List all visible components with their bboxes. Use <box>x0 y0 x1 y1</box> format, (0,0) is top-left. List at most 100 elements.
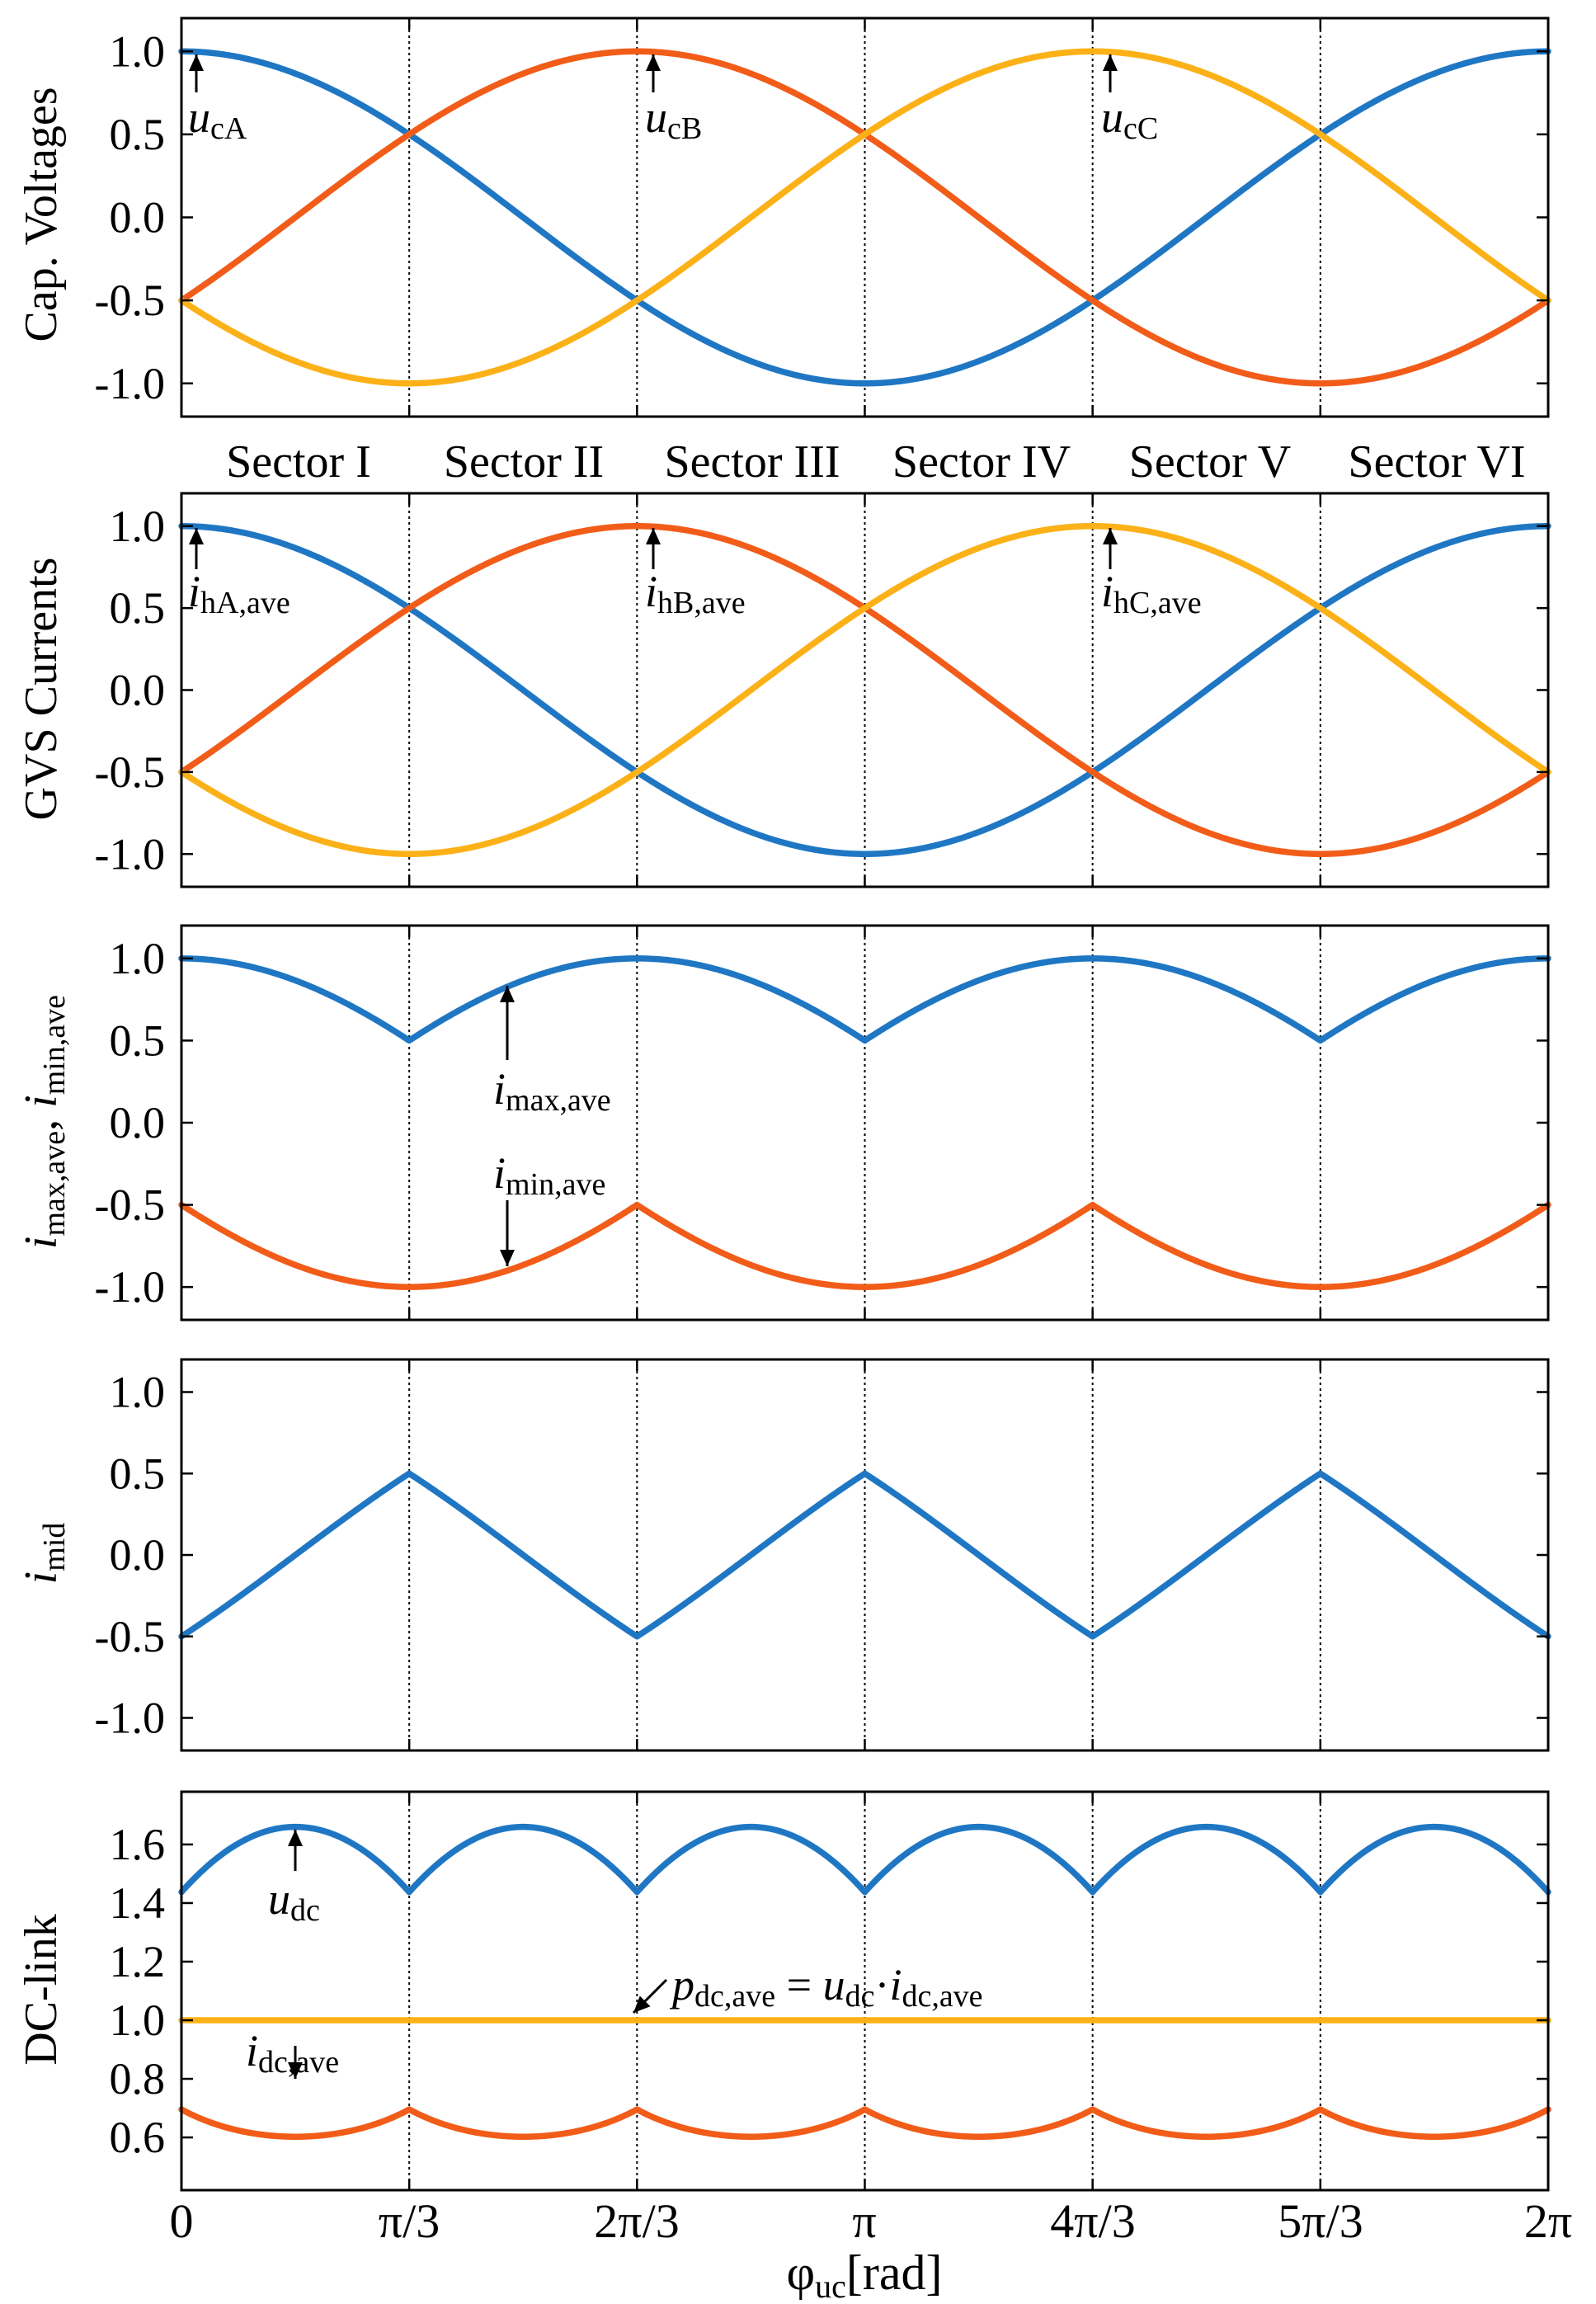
annotation-arrowhead <box>1103 54 1118 71</box>
annotation-arrowhead <box>500 986 515 1002</box>
y-tick-label: 0.5 <box>110 1015 166 1065</box>
series-line-imid <box>178 1470 1551 1640</box>
annotation-arrowhead <box>189 54 204 71</box>
max-min-panel: imax,ave, imin,ave imax,ave imin,ave <box>16 995 611 1249</box>
annotation-ucC: ucC <box>1101 92 1158 146</box>
y-tick-label: 1.0 <box>110 1368 166 1417</box>
y-tick-label: 1.4 <box>110 1878 166 1928</box>
x-tick-label: 5π/3 <box>1278 2194 1363 2248</box>
annotation-ihA: ihA,ave <box>188 567 290 620</box>
annotation-arrowhead <box>646 528 661 544</box>
cap-voltages-panel: Cap. Voltages ucA ucB ucC <box>16 87 1158 342</box>
y-tick-label: 1.2 <box>110 1937 166 1986</box>
y-tick-label: 0.6 <box>110 2113 166 2162</box>
annotation-main: u <box>268 1874 290 1924</box>
y-tick-label: 0.5 <box>110 583 166 633</box>
annotation-arrowhead <box>288 2062 303 2079</box>
y-tick-label: 1.0 <box>110 1995 166 2045</box>
annotation-main: i <box>645 567 657 616</box>
sector-label: Sector III <box>664 436 840 488</box>
annotation-sub: hC,ave <box>1113 586 1202 620</box>
y-axis-label: Cap. Voltages <box>16 87 67 342</box>
annotation-arrowhead <box>500 1250 515 1266</box>
y-tick-label: -0.5 <box>95 1612 165 1661</box>
series-line-udc <box>178 1823 1551 1896</box>
annotation-ihC: ihC,ave <box>1101 567 1202 620</box>
series-line-ucC <box>178 48 1551 387</box>
series-line-idcave <box>178 2106 1551 2140</box>
annotation-main: i <box>1101 567 1113 616</box>
sector-label: Sector IV <box>892 436 1071 488</box>
x-axis-label: φuc[rad] <box>787 2245 943 2304</box>
annotation-arrowhead <box>1103 528 1118 544</box>
y-axis-label: GVS Currents <box>16 558 67 821</box>
y-axis-label: DC-link <box>16 1914 67 2066</box>
annotation-main: i <box>493 1148 506 1198</box>
y-tick-label: 1.6 <box>110 1820 166 1869</box>
annotation-ihB: ihB,ave <box>645 567 746 620</box>
annotation-main: i <box>188 567 200 616</box>
x-tick-label: 2π <box>1524 2194 1572 2248</box>
x-tick-label: 2π/3 <box>594 2194 679 2248</box>
y-tick-label: 0.5 <box>110 110 166 159</box>
annotation-ucB: ucB <box>645 92 702 146</box>
y-tick-label: 0.0 <box>110 1530 166 1580</box>
sector-label: Sector VI <box>1348 436 1525 488</box>
annotation-sub: hA,ave <box>200 586 290 620</box>
series-line-imaxave <box>178 955 1551 1044</box>
mid-panel: imid <box>16 1523 72 1585</box>
y-tick-label: -0.5 <box>95 747 165 797</box>
y-tick-label: -1.0 <box>95 829 165 879</box>
annotation-sub: cC <box>1123 111 1158 146</box>
x-tick-label: π <box>852 2194 876 2248</box>
annotation-arrowhead <box>633 1995 651 2013</box>
sector-label: Sector II <box>444 436 604 488</box>
annotation-main: i <box>246 2026 258 2075</box>
annotation-sub: max,ave <box>506 1083 611 1118</box>
y-tick-label: -0.5 <box>95 1180 165 1230</box>
annotation-ucA: ucA <box>188 92 247 146</box>
y-tick-label: -0.5 <box>95 276 165 325</box>
annotation-imin: imin,ave <box>493 1148 605 1202</box>
annotation-udc: udc <box>268 1874 320 1928</box>
y-tick-label: 0.0 <box>110 1098 166 1147</box>
annotation-arrowhead <box>646 54 661 71</box>
x-tick-label: π/3 <box>379 2194 440 2248</box>
annotation-main: u <box>1101 92 1123 142</box>
annotation-sub: hB,ave <box>657 586 746 620</box>
y-tick-label: 1.0 <box>110 934 166 983</box>
y-tick-label: 0.0 <box>110 193 166 243</box>
annotation-sub: min,ave <box>506 1167 605 1202</box>
annotation-imax: imax,ave <box>493 1064 611 1118</box>
y-tick-label: 1.0 <box>110 502 166 551</box>
annotation-sub: cB <box>667 111 702 146</box>
annotation-arrowhead <box>288 1830 303 1846</box>
annotation-sub: cA <box>210 111 247 146</box>
annotation-main: u <box>645 92 667 142</box>
annotation-main: i <box>493 1064 506 1114</box>
y-tick-label: -1.0 <box>95 1694 165 1743</box>
plot-marks: 1.0 0.5 0.0 -0.5 -1.0 1.0 0.5 0.0 -0.5 -1.0 1.0 0.5… <box>95 16 1551 2192</box>
y-axis-label: imid <box>16 1523 72 1585</box>
dc-link-panel: DC-link udc idc,ave pdc,ave = udc·idc,av… <box>16 1874 983 2080</box>
y-tick-label: 0.5 <box>110 1449 166 1498</box>
series-line-ihCave <box>178 523 1551 857</box>
x-tick-label: 4π/3 <box>1050 2194 1135 2248</box>
y-tick-label: 0.8 <box>110 2054 166 2104</box>
gvs-currents-panel: GVS Currents ihA,ave ihB,ave ihC,ave <box>16 558 1202 821</box>
x-axis: 0 π/3 2π/3 π 4π/3 5π/3 2π φuc[rad] <box>170 2194 1573 2304</box>
y-tick-label: -1.0 <box>95 1262 165 1312</box>
y-axis-label: imax,ave, imin,ave <box>16 995 72 1249</box>
sector-labels: Sector I Sector II Sector III Sector IV … <box>226 436 1525 488</box>
series-line-iminave <box>178 1201 1551 1290</box>
y-tick-label: 1.0 <box>110 26 166 76</box>
sector-label: Sector I <box>226 436 371 488</box>
x-tick-label: 0 <box>170 2194 194 2248</box>
y-tick-label: -1.0 <box>95 359 165 408</box>
annotation-arrowhead <box>189 528 204 544</box>
annotation-pdc-equation: pdc,ave = udc·idc,ave <box>669 1960 983 2014</box>
y-tick-label: 0.0 <box>110 666 166 715</box>
sector-label: Sector V <box>1129 436 1292 488</box>
annotation-sub: dc <box>290 1893 320 1928</box>
